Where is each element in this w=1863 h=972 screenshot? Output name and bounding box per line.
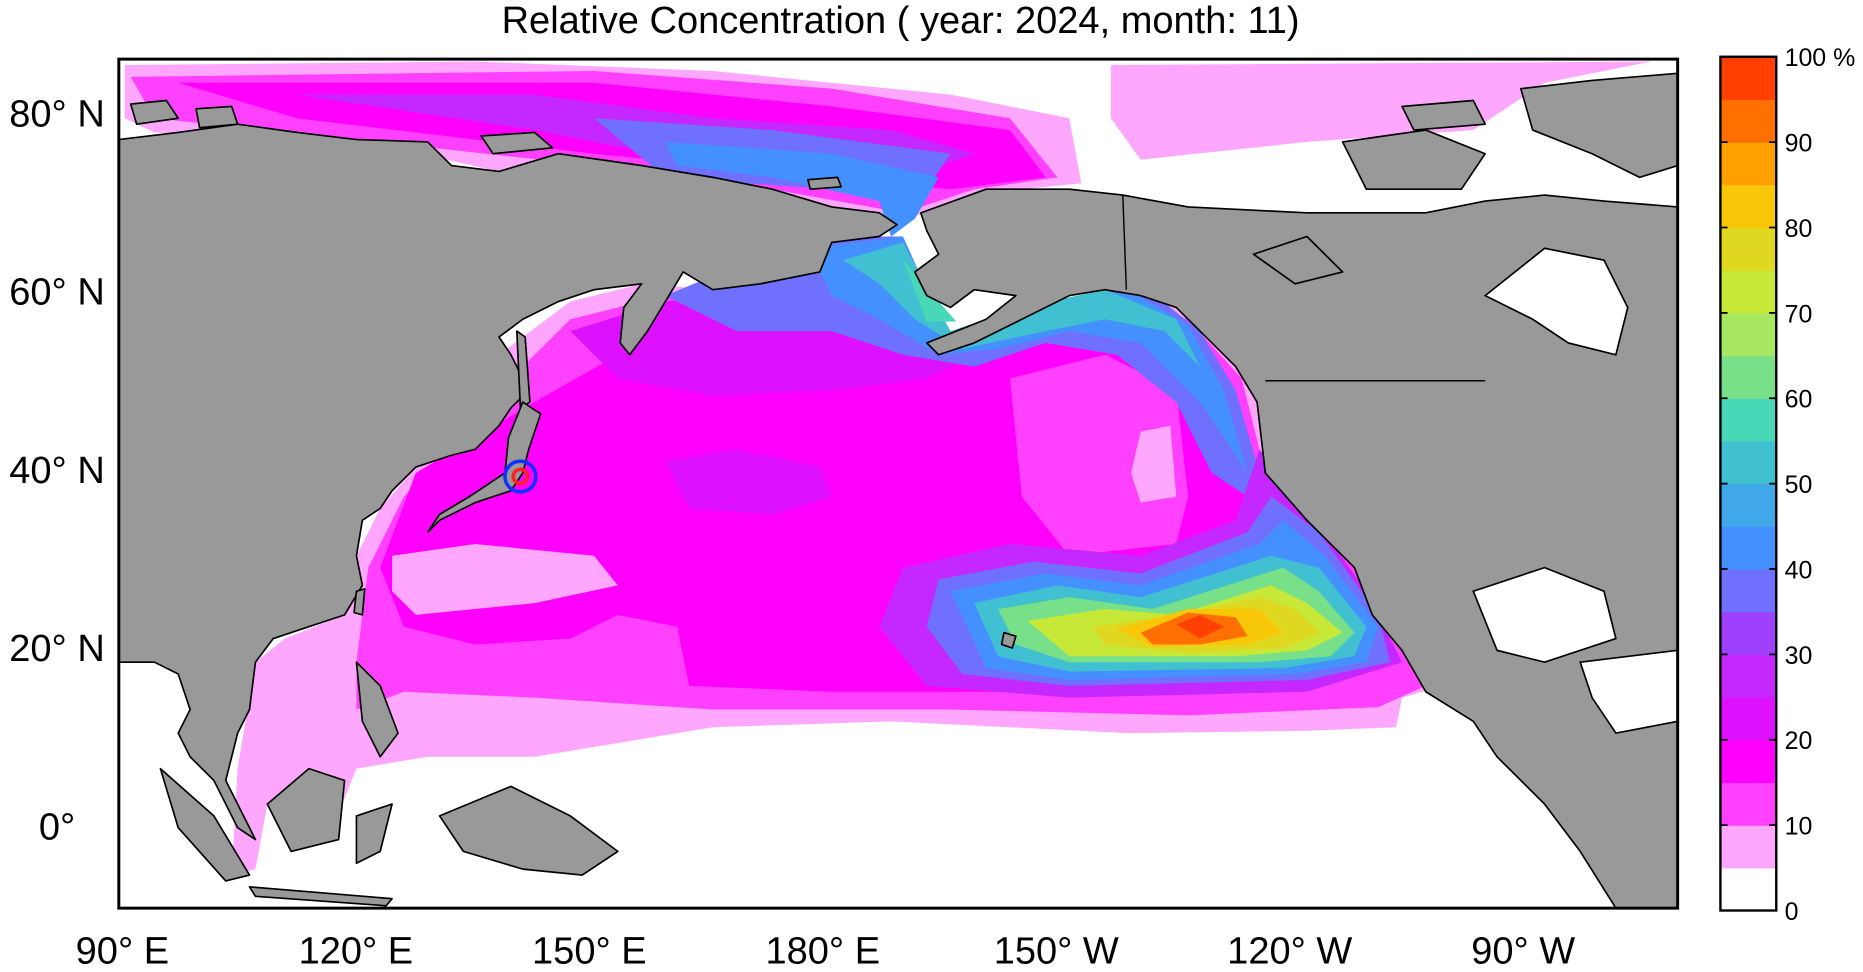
lat-tick-label: 20° N: [9, 628, 105, 670]
lat-tick-label: 80° N: [9, 93, 105, 135]
land-arctic-island: [1519, 72, 1678, 179]
lon-tick-label: 120° E: [299, 931, 414, 972]
gulf-of-mexico: [1472, 566, 1617, 664]
level-55-60-alaska: [902, 260, 957, 322]
colorbar-segment: [1720, 312, 1777, 357]
longitude-tick-labels: 90° E 120° E 150° E 180° E 150° W 120° W 90° W: [76, 931, 1576, 972]
level-5-10-arctic-east: [1110, 61, 1652, 160]
colorbar-segment: [1720, 697, 1777, 741]
chart-title: Relative Concentration ( year: 2024, mon…: [502, 0, 1300, 42]
hudson-bay: [1483, 247, 1629, 356]
colorbar-segment: [1720, 654, 1777, 698]
colorbar-tick-label: 70: [1785, 300, 1813, 328]
land-wrangel-island: [807, 176, 843, 191]
landmasses: [118, 72, 1678, 909]
lat-tick-label: 0°: [39, 807, 75, 849]
lon-tick-label: 90° E: [76, 931, 169, 972]
lon-tick-label: 180° E: [766, 931, 881, 972]
colorbar-tick-label: 30: [1785, 642, 1813, 670]
colorbar-tick-label: 0: [1785, 898, 1799, 926]
border-alaska-canada: [1122, 195, 1128, 290]
colorbar-segment: [1720, 184, 1777, 229]
colorbar-segment: [1720, 569, 1777, 613]
level-10-15-interior: [1009, 354, 1189, 556]
lon-tick-label: 90° W: [1471, 931, 1575, 972]
colorbar-tick-label: 20: [1785, 727, 1813, 755]
colorbar-tick-label: 100 %: [1785, 44, 1856, 72]
colorbar-segment: [1720, 355, 1777, 399]
latitude-tick-labels: 80° N 60° N 40° N 20° N 0°: [9, 93, 105, 848]
land-hawaii: [1000, 631, 1017, 649]
land-java: [248, 886, 393, 907]
level-5-10-interior: [1131, 425, 1177, 503]
lat-tick-label: 60° N: [9, 272, 105, 314]
colorbar-segment: [1720, 739, 1777, 784]
colorbar-tick-label: 40: [1785, 557, 1813, 585]
colorbar-segment: [1720, 227, 1777, 271]
land-asia: [118, 123, 898, 841]
land-north-america: [914, 188, 1678, 909]
colorbar-segment: [1720, 611, 1777, 655]
land-arctic-island: [1401, 99, 1487, 131]
land-arctic-island: [1341, 129, 1487, 191]
level-20-25-central: [665, 449, 832, 515]
colorbar-segment: [1720, 483, 1777, 527]
colorbar-segment: [1720, 99, 1777, 143]
lon-tick-label: 150° W: [994, 931, 1119, 972]
colorbar-tick-label: 60: [1785, 386, 1813, 414]
map-area: [118, 59, 1678, 909]
level-40-45-arctic: [665, 141, 939, 237]
colorbar-segment: [1720, 825, 1777, 869]
land-sulawesi: [355, 803, 393, 865]
land-sakhalin: [516, 330, 531, 409]
colorbar-segment: [1720, 782, 1777, 826]
colorbar-tick-label: 80: [1785, 215, 1813, 243]
land-philippines: [355, 661, 399, 758]
caribbean-sea: [1579, 649, 1678, 735]
land-sumatra: [159, 767, 251, 882]
colorbar-tick-label: 10: [1785, 813, 1813, 841]
land-borneo: [266, 767, 346, 853]
source-inner-ring: [511, 467, 530, 486]
colorbar-segment: [1720, 440, 1777, 485]
land-arctic-island: [195, 105, 239, 129]
land-new-guinea: [438, 785, 619, 876]
colorbar-segment: [1720, 526, 1777, 570]
colorbar-segment: [1720, 142, 1777, 186]
level-5-10-tongue: [392, 543, 618, 615]
lat-tick-label: 40° N: [9, 450, 105, 492]
colorbar-segment: [1720, 270, 1777, 314]
land-taiwan: [353, 588, 366, 616]
level-95-100-plume: [1176, 614, 1224, 639]
source-marker: [503, 459, 538, 494]
concentration-field: [124, 61, 1652, 876]
colorbar-segment: [1720, 867, 1777, 912]
level-50-55-alaska: [843, 242, 1201, 367]
colorbar-segment: [1720, 398, 1777, 442]
colorbar-tick-label: 90: [1785, 130, 1813, 158]
colorbar-tick-label: 50: [1785, 471, 1813, 499]
plot-frame: [117, 57, 1680, 910]
land-arctic-island: [480, 131, 554, 155]
source-outer-ring: [503, 459, 538, 494]
land-arctic-island: [129, 99, 180, 125]
colorbar-segment: [1720, 56, 1777, 101]
colorbar: 0 10 20 30 40 50 60 70 80 90 100 %: [1719, 44, 1856, 926]
land-arctic-island: [1252, 235, 1344, 285]
lon-tick-label: 150° E: [532, 931, 647, 972]
lon-tick-label: 120° W: [1227, 931, 1352, 972]
